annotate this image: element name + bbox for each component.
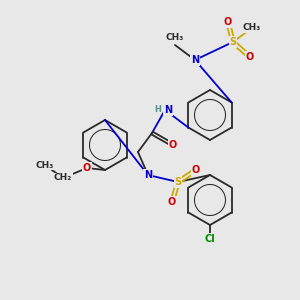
Text: O: O	[83, 163, 91, 173]
Text: CH₃: CH₃	[36, 160, 54, 169]
Text: O: O	[192, 165, 200, 175]
Text: O: O	[246, 52, 254, 62]
Text: H: H	[154, 106, 161, 115]
Text: N: N	[164, 105, 172, 115]
Text: O: O	[224, 17, 232, 27]
Text: O: O	[169, 140, 177, 150]
Text: S: S	[230, 37, 237, 47]
Text: CH₃: CH₃	[166, 33, 184, 42]
Text: CH₃: CH₃	[243, 23, 261, 32]
Text: CH₂: CH₂	[54, 173, 72, 182]
Text: N: N	[191, 55, 199, 65]
Text: Cl: Cl	[205, 234, 215, 244]
Text: N: N	[144, 170, 152, 180]
Text: O: O	[168, 197, 176, 207]
Text: S: S	[174, 177, 182, 187]
